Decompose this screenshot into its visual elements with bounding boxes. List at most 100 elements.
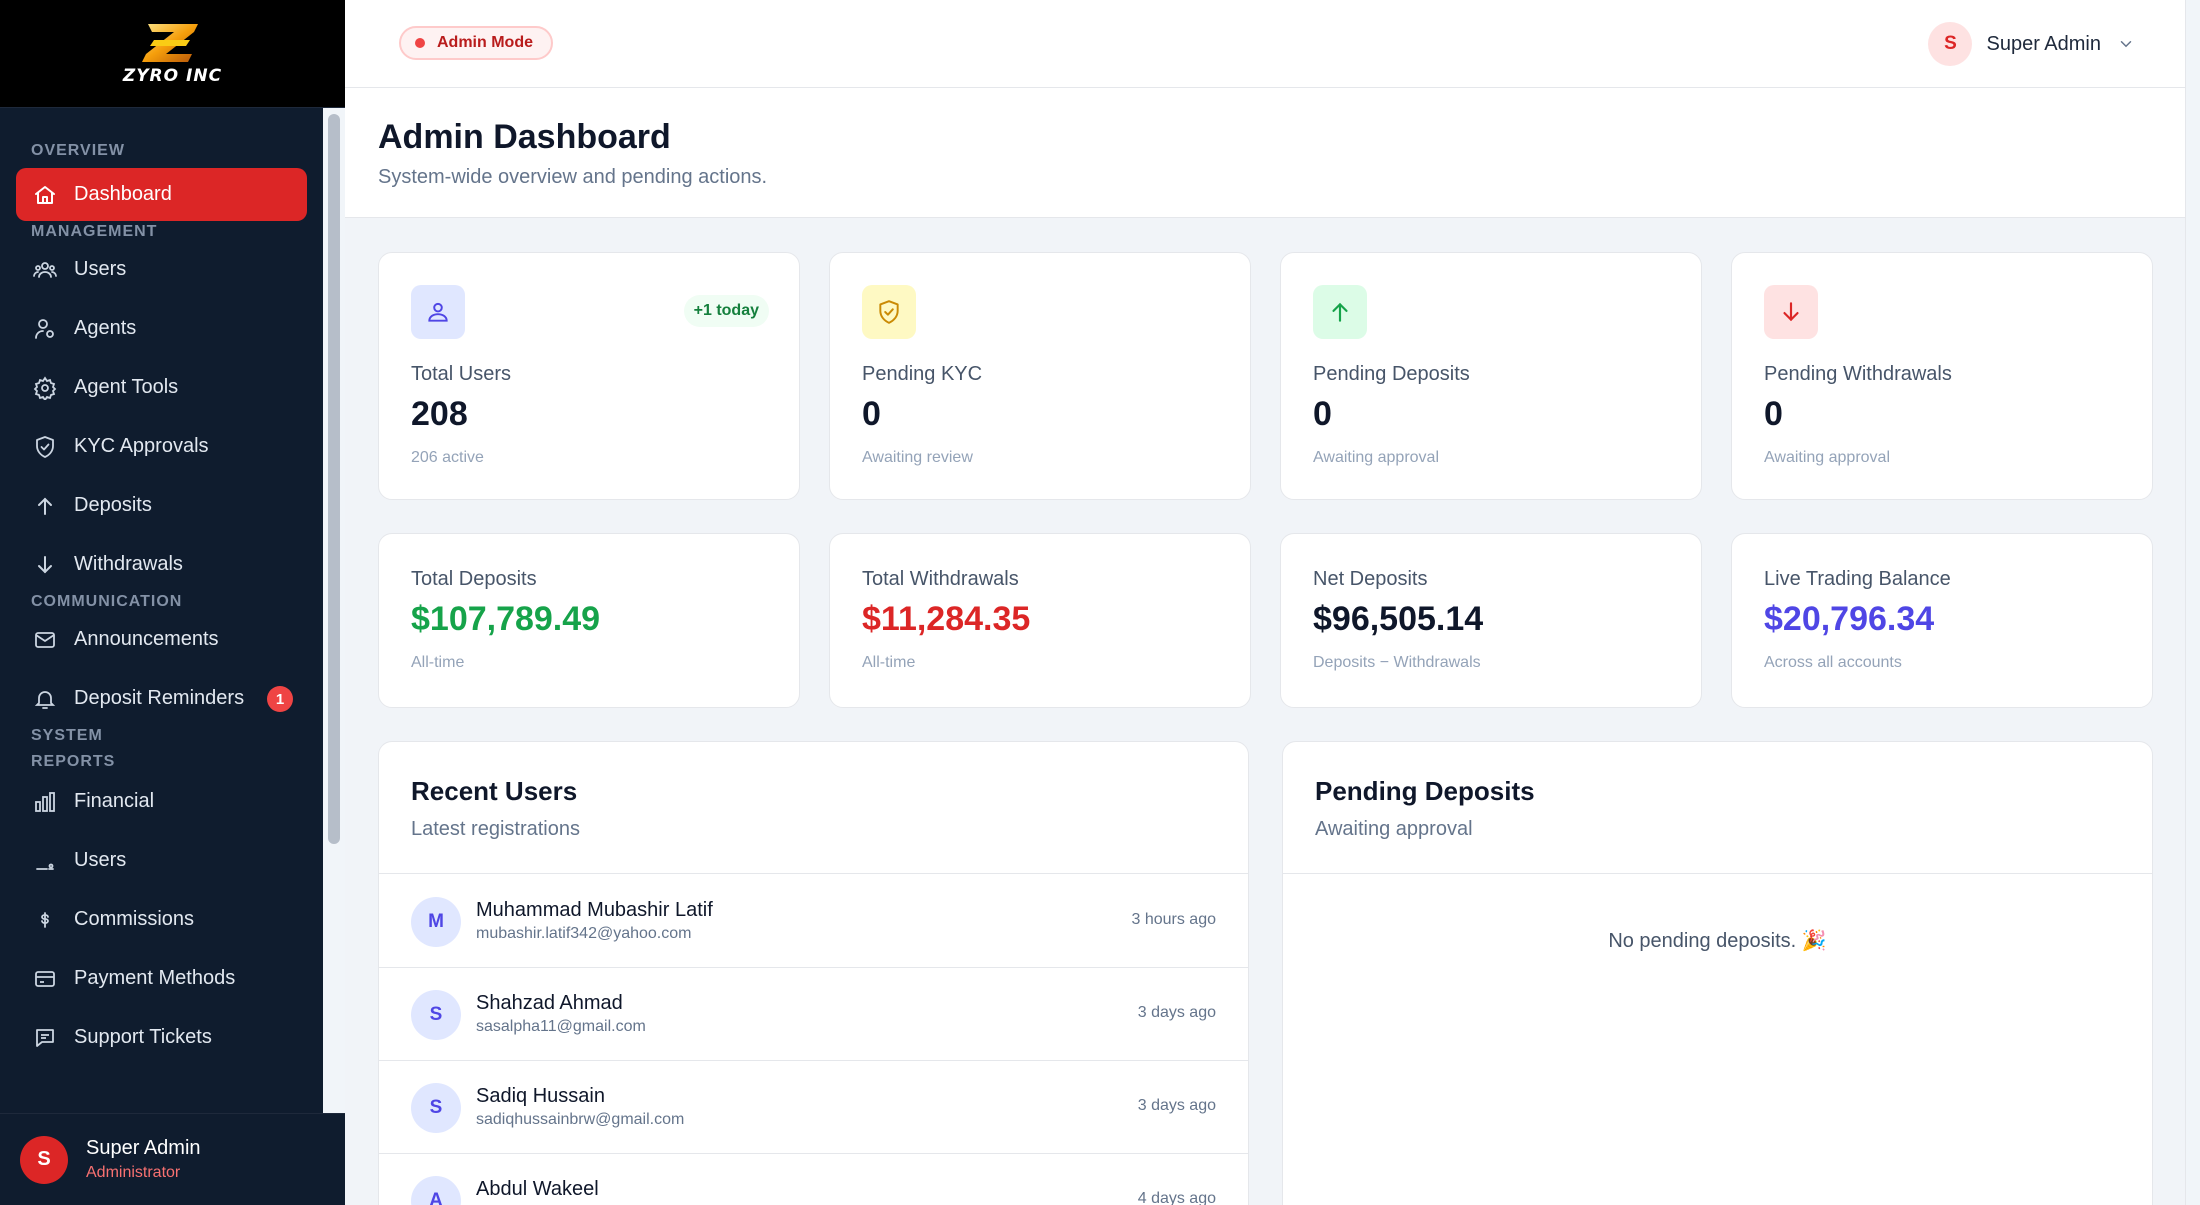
list-item[interactable]: A Abdul Wakeel 4 days ago (379, 1154, 1248, 1205)
sidebar-user-role: Administrator (86, 1164, 181, 1181)
sidebar-item-label: Payment Methods (74, 967, 236, 989)
users-icon (32, 257, 58, 283)
user-name: Sadiq Hussain (476, 1085, 605, 1107)
stat-card-pending-kyc[interactable]: Pending KYC 0 Awaiting review (829, 252, 1251, 500)
fin-card-total-withdrawals: Total Withdrawals $11,284.35 All-time (829, 533, 1251, 708)
sidebar-item-label: Support Tickets (74, 1026, 212, 1048)
sidebar-item-dashboard[interactable]: Dashboard (16, 168, 307, 221)
avatar: S (411, 1083, 461, 1133)
mail-icon (32, 627, 58, 653)
fin-label: Net Deposits (1313, 568, 1428, 590)
sidebar-item-users[interactable]: Users (16, 243, 307, 296)
user-name: Abdul Wakeel (476, 1178, 599, 1200)
stat-value: 0 (1313, 395, 1332, 433)
chevron-down-icon (2120, 41, 2132, 48)
fin-value: $20,796.34 (1764, 600, 1935, 638)
page-header: Admin Dashboard System-wide overview and… (345, 88, 2185, 218)
sidebar-item-kyc-approvals[interactable]: KYC Approvals (16, 420, 307, 473)
stat-card-pending-withdrawals[interactable]: Pending Withdrawals 0 Awaiting approval (1731, 252, 2153, 500)
sidebar-item-label: Dashboard (74, 183, 172, 205)
sidebar-item-deposit-reminders[interactable]: Deposit Reminders 1 (16, 672, 307, 725)
recent-users-panel: Recent Users Latest registrations M Muha… (378, 741, 1249, 1205)
today-badge: +1 today (683, 295, 769, 327)
user-report-icon (32, 848, 58, 874)
user-icon (411, 285, 465, 339)
fin-note: All-time (862, 654, 916, 671)
sidebar-item-support-tickets[interactable]: Support Tickets (16, 1011, 307, 1064)
pending-deposits-panel: Pending Deposits Awaiting approval No pe… (1282, 741, 2153, 1205)
sidebar: ZYRO INC OVERVIEW Dashboard MANAGEMENT U… (0, 0, 345, 1205)
sidebar-item-deposits[interactable]: Deposits (16, 479, 307, 532)
section-communication: COMMUNICATION (31, 593, 183, 610)
sidebar-user-name: Super Admin (86, 1137, 201, 1159)
sidebar-item-users-report[interactable]: Users (16, 834, 307, 887)
top-bar: Admin Mode S Super Admin (345, 0, 2185, 88)
sidebar-item-label: Users (74, 849, 127, 871)
user-email: mubashir.latif342@yahoo.com (476, 925, 692, 942)
panel-subtitle: Awaiting approval (1315, 818, 1473, 840)
panel-title: Recent Users (411, 776, 578, 806)
section-overview: OVERVIEW (31, 142, 125, 159)
user-time: 3 hours ago (1131, 911, 1216, 928)
stat-note: Awaiting approval (1313, 449, 1440, 466)
gear-icon (32, 375, 58, 401)
user-time: 3 days ago (1137, 1097, 1216, 1114)
sidebar-item-label: KYC Approvals (74, 435, 209, 457)
sidebar-scrollbar[interactable] (323, 108, 345, 1113)
avatar: S (411, 990, 461, 1040)
brand-logo[interactable]: ZYRO INC (0, 0, 345, 108)
panel-subtitle: Latest registrations (411, 818, 580, 840)
fin-note: Deposits − Withdrawals (1313, 654, 1481, 671)
list-item[interactable]: M Muhammad Mubashir Latif mubashir.latif… (379, 875, 1248, 968)
sidebar-item-commissions[interactable]: Commissions (16, 893, 307, 946)
fin-label: Total Withdrawals (862, 568, 1019, 590)
user-email: sasalpha11@gmail.com (476, 1018, 646, 1035)
stat-value: 0 (1764, 395, 1783, 433)
list-item[interactable]: S Shahzad Ahmad sasalpha11@gmail.com 3 d… (379, 968, 1248, 1061)
sidebar-item-withdrawals[interactable]: Withdrawals (16, 538, 307, 591)
sidebar-item-announcements[interactable]: Announcements (16, 613, 307, 666)
sidebar-scrollbar-thumb[interactable] (328, 114, 340, 844)
chat-icon (32, 1025, 58, 1051)
empty-state-text: No pending deposits. 🎉 (1608, 930, 1827, 952)
sidebar-item-label: Agents (74, 317, 137, 339)
fin-label: Live Trading Balance (1764, 568, 1951, 590)
stat-label: Pending KYC (862, 363, 983, 385)
stat-label: Total Users (411, 363, 512, 385)
arrow-down-icon (32, 552, 58, 578)
stat-card-pending-deposits[interactable]: Pending Deposits 0 Awaiting approval (1280, 252, 1702, 500)
sidebar-item-agent-tools[interactable]: Agent Tools (16, 361, 307, 414)
home-icon (32, 182, 58, 208)
arrow-down-icon (1764, 285, 1818, 339)
fin-card-net-deposits: Net Deposits $96,505.14 Deposits − Withd… (1280, 533, 1702, 708)
fin-label: Total Deposits (411, 568, 537, 590)
sidebar-item-label: Commissions (74, 908, 195, 930)
stat-card-total-users[interactable]: +1 today Total Users 208 206 active (378, 252, 800, 500)
arrow-up-icon (1313, 285, 1367, 339)
brand-name: ZYRO INC (122, 65, 223, 86)
bar-chart-icon (32, 789, 58, 815)
stat-value: 208 (411, 395, 468, 433)
sidebar-nav: OVERVIEW Dashboard MANAGEMENT Users Agen… (0, 108, 323, 1113)
user-name: Shahzad Ahmad (476, 992, 623, 1014)
fin-value: $96,505.14 (1313, 600, 1484, 638)
stat-note: Awaiting approval (1764, 449, 1891, 466)
bell-icon (32, 686, 58, 712)
logo-icon (142, 23, 199, 62)
fin-note: Across all accounts (1764, 654, 1902, 671)
page-scrollbar[interactable] (2185, 0, 2200, 1205)
sidebar-item-payment-methods[interactable]: Payment Methods (16, 952, 307, 1005)
list-item[interactable]: S Sadiq Hussain sadiqhussainbrw@gmail.co… (379, 1061, 1248, 1154)
shield-icon (862, 285, 916, 339)
sidebar-item-label: Deposit Reminders (74, 687, 245, 709)
section-reports: REPORTS (31, 753, 116, 770)
status-dot (415, 38, 425, 48)
user-menu[interactable]: S Super Admin (1928, 22, 2135, 66)
fin-value: $107,789.49 (411, 600, 601, 638)
sidebar-user-profile[interactable]: S Super Admin Administrator (0, 1113, 345, 1205)
notification-badge: 1 (267, 686, 293, 712)
sidebar-item-financial[interactable]: Financial (16, 775, 307, 828)
stat-note: Awaiting review (862, 449, 973, 466)
agent-icon (32, 316, 58, 342)
sidebar-item-agents[interactable]: Agents (16, 302, 307, 355)
